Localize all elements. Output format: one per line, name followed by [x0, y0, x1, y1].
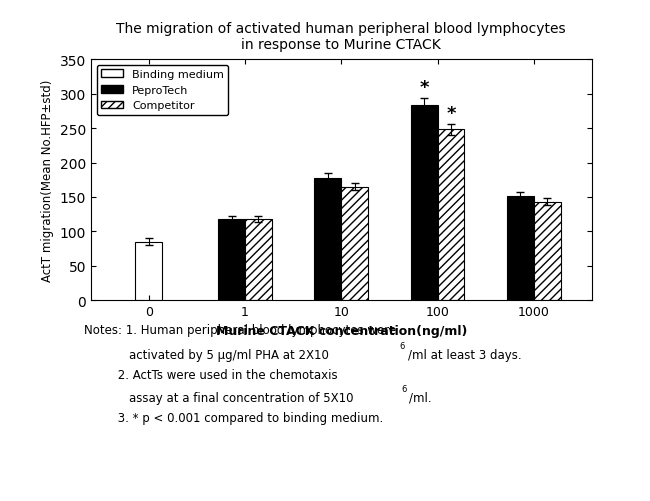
Bar	[411, 106, 437, 301]
Bar	[245, 219, 272, 301]
Bar	[341, 187, 368, 301]
Text: 6: 6	[400, 341, 405, 350]
Title: The migration of activated human peripheral blood lymphocytes
in response to Mur: The migration of activated human periphe…	[116, 22, 566, 52]
Text: *: *	[419, 79, 429, 97]
Text: 6: 6	[401, 384, 406, 393]
Text: 3. * p < 0.001 compared to binding medium.: 3. * p < 0.001 compared to binding mediu…	[84, 411, 384, 424]
Bar	[315, 178, 341, 301]
Text: Notes: 1. Human peripheral blood lymphocytes were: Notes: 1. Human peripheral blood lymphoc…	[84, 323, 396, 336]
Bar	[218, 219, 245, 301]
Text: *: *	[447, 105, 456, 123]
Bar	[534, 202, 561, 301]
Text: activated by 5 μg/ml PHA at 2X10: activated by 5 μg/ml PHA at 2X10	[84, 348, 330, 361]
X-axis label: Murine CTACK concentration(ng/ml): Murine CTACK concentration(ng/ml)	[216, 324, 467, 337]
Text: assay at a final concentration of 5X10: assay at a final concentration of 5X10	[84, 391, 354, 404]
Bar	[437, 130, 465, 301]
Y-axis label: ActT migration(Mean No.HFP±std): ActT migration(Mean No.HFP±std)	[41, 79, 54, 282]
Legend: Binding medium, PeproTech, Competitor: Binding medium, PeproTech, Competitor	[97, 66, 228, 116]
Bar	[507, 196, 534, 301]
Text: /ml at least 3 days.: /ml at least 3 days.	[408, 348, 521, 361]
Text: /ml.: /ml.	[409, 391, 432, 404]
Bar	[135, 242, 162, 301]
Text: 2. ActTs were used in the chemotaxis: 2. ActTs were used in the chemotaxis	[84, 368, 338, 381]
